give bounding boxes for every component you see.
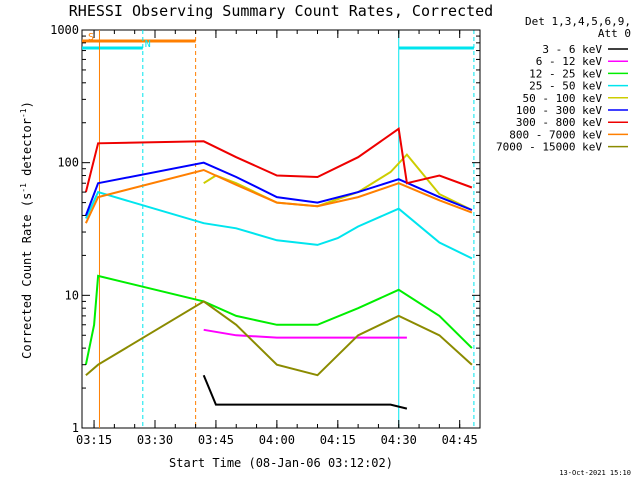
legend-label: 300 - 800 keV	[516, 116, 602, 129]
legend-header-1: Det 1,3,4,5,6,9,	[525, 15, 631, 28]
legend-label: 100 - 300 keV	[516, 104, 602, 117]
y-tick-label: 100	[57, 156, 79, 170]
y-tick-label: 1000	[50, 23, 79, 37]
series-line-7	[84, 127, 473, 193]
series-group	[84, 127, 473, 410]
x-tick-label: 04:45	[442, 433, 478, 447]
y-axis-label: Corrected Count Rate (s-1 detector-1)	[19, 101, 34, 359]
legend-label: 7000 - 15000 keV	[496, 141, 602, 154]
legend-header-2: Att 0	[598, 27, 631, 40]
flag-label: N	[145, 39, 151, 50]
series-line-2	[203, 328, 407, 339]
plot-frame	[81, 29, 481, 429]
legend-label: 25 - 50 keV	[529, 80, 602, 93]
x-tick-label: 03:45	[198, 433, 234, 447]
y-axis: 1 10 100 1000	[50, 23, 480, 435]
series-line-1	[202, 374, 408, 410]
series-line-9	[85, 300, 473, 377]
series-line-8	[84, 168, 473, 224]
y-axis-label-mid: detector	[20, 118, 34, 183]
flag-label: S	[88, 32, 94, 43]
legend-label: 6 - 12 keV	[536, 55, 603, 68]
chart-title: RHESSI Observing Summary Count Rates, Co…	[69, 2, 493, 20]
y-axis-label-main: Corrected Count Rate (s	[20, 193, 34, 359]
x-tick-label: 04:00	[259, 433, 295, 447]
y-axis-label-sup1: -1	[19, 183, 28, 193]
legend-label: 12 - 25 keV	[529, 67, 602, 80]
y-axis-label-sup2: -1	[19, 108, 28, 118]
legend-label: 800 - 7000 keV	[509, 128, 602, 141]
legend-label: 50 - 100 keV	[523, 92, 603, 105]
time-markers	[98, 30, 475, 428]
timestamp: 13-Oct-2021 15:10	[559, 469, 631, 477]
series-line-3	[84, 274, 473, 365]
y-tick-label: 1	[72, 421, 79, 435]
series-line-6	[84, 161, 473, 216]
x-tick-label: 03:15	[76, 433, 112, 447]
series-line-4	[84, 190, 473, 260]
flag-bars: SN	[82, 32, 474, 50]
x-tick-label: 03:30	[137, 433, 173, 447]
legend-label: 3 - 6 keV	[542, 43, 602, 56]
x-tick-label: 04:30	[381, 433, 417, 447]
y-tick-label: 10	[65, 288, 79, 302]
x-axis-label: Start Time (08-Jan-06 03:12:02)	[169, 456, 393, 470]
x-axis: 03:15 03:30 03:45 04:00 04:15 04:30 04:45	[76, 30, 481, 447]
x-tick-label: 04:15	[320, 433, 356, 447]
y-axis-label-end: )	[20, 101, 34, 108]
